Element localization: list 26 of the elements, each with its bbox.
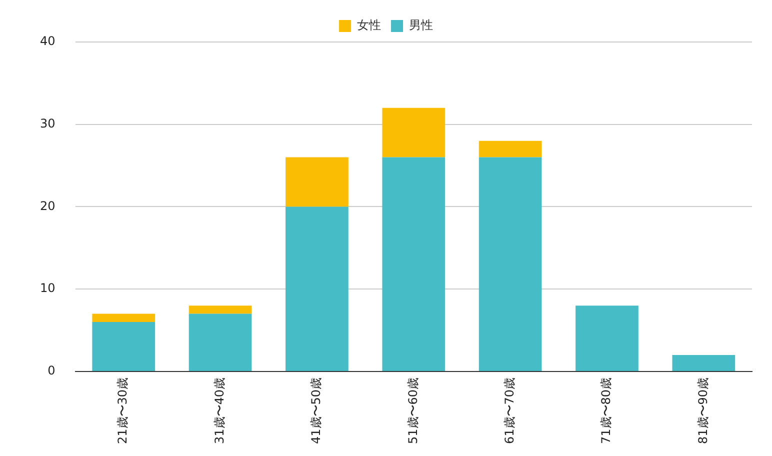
y-tick-label: 40 [40, 34, 56, 48]
bar [382, 108, 446, 158]
x-tick-label: 31歳〜40歳 [212, 377, 226, 444]
x-tick-label: 71歳〜80歳 [599, 377, 614, 444]
bar [188, 314, 252, 371]
bar [286, 157, 348, 207]
y-tick-label: 0 [48, 364, 56, 378]
bar [188, 306, 252, 314]
bar [576, 306, 638, 371]
bar [478, 157, 542, 371]
y-tick-label: 30 [40, 116, 56, 130]
legend-label: 男性 [409, 18, 433, 32]
x-tick-label: 81歳〜90歳 [696, 377, 710, 444]
x-tick-label: 61歳〜70歳 [502, 377, 516, 444]
y-tick-label: 20 [40, 198, 56, 213]
bar [478, 140, 542, 158]
x-tick-label: 41歳〜50歳 [309, 377, 324, 444]
bar [672, 354, 736, 371]
bar [286, 206, 348, 371]
x-tick-label: 21歳〜30歳 [116, 377, 130, 444]
bar [382, 157, 446, 371]
legend-label: 女性 [357, 18, 381, 32]
bar [92, 314, 156, 322]
y-tick-label: 10 [40, 281, 56, 296]
x-tick-label: 51歳〜60歳 [406, 377, 420, 444]
bar [92, 322, 156, 371]
